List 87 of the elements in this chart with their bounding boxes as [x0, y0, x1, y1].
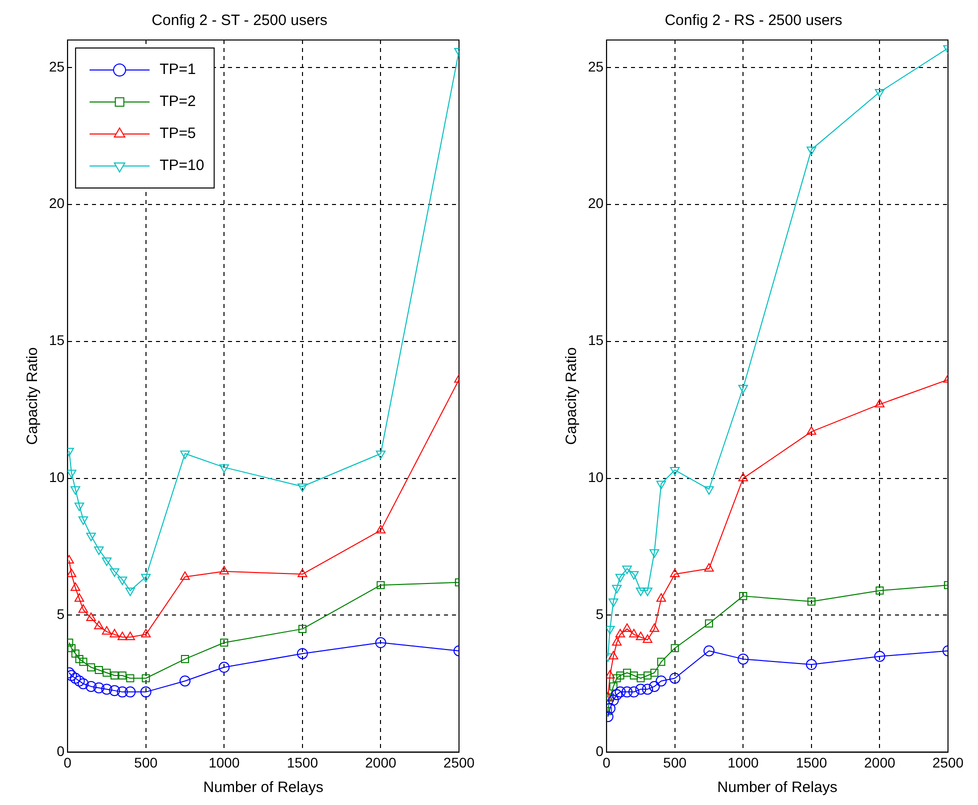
- y-tick-label: 15: [48, 332, 65, 348]
- chart-title: Config 2 - ST - 2500 users: [152, 12, 328, 30]
- point: [657, 658, 666, 666]
- point: [874, 650, 886, 662]
- point: [642, 634, 652, 643]
- point: [648, 680, 660, 692]
- y-tick-label: 5: [596, 606, 604, 622]
- point: [635, 684, 646, 695]
- x-tick-label: 2000: [365, 754, 396, 770]
- point: [611, 689, 622, 700]
- point: [622, 566, 632, 574]
- point: [622, 686, 633, 698]
- point: [615, 574, 626, 582]
- point: [612, 637, 622, 646]
- y-tick-label: 20: [588, 195, 604, 212]
- point: [670, 467, 680, 476]
- y-tick-label: 0: [56, 743, 65, 760]
- point: [636, 674, 645, 682]
- point: [612, 584, 622, 594]
- x-axis-title: Number of Relays: [717, 779, 838, 796]
- point: [629, 571, 639, 580]
- x-tick-label: 1500: [286, 754, 318, 770]
- y-tick-label: 0: [596, 743, 604, 760]
- point: [704, 563, 714, 572]
- x-tick-label: 2000: [864, 754, 896, 770]
- point: [614, 686, 626, 698]
- y-tick-label: 20: [48, 195, 65, 212]
- point: [738, 384, 748, 394]
- point: [670, 644, 679, 652]
- x-tick-label: 2500: [932, 754, 964, 770]
- point: [609, 682, 618, 690]
- point: [636, 632, 646, 640]
- point: [874, 89, 885, 98]
- point: [669, 672, 680, 684]
- point: [656, 593, 666, 602]
- point: [612, 674, 621, 682]
- x-axis-title: Number of Relays: [203, 779, 324, 796]
- point: [807, 598, 816, 606]
- x-tick-label: 1000: [728, 754, 759, 770]
- point: [628, 686, 640, 698]
- x-tick-label: 2500: [443, 754, 475, 770]
- point: [656, 675, 667, 686]
- point: [650, 623, 660, 632]
- point: [738, 654, 749, 665]
- legend-label: TP=10: [160, 157, 204, 174]
- point: [642, 684, 654, 695]
- legend-label: TP=5: [160, 125, 196, 142]
- point: [650, 549, 660, 558]
- chart-title: Config 2 - RS - 2500 users: [664, 12, 842, 30]
- point: [642, 588, 652, 596]
- point: [615, 628, 626, 638]
- legend-label: TP=2: [160, 93, 196, 110]
- point: [616, 671, 624, 680]
- point: [704, 619, 714, 628]
- point: [606, 626, 615, 634]
- point: [806, 659, 817, 670]
- point: [606, 670, 615, 678]
- point: [656, 480, 666, 490]
- point: [644, 671, 652, 680]
- y-tick-label: 5: [56, 606, 65, 622]
- point: [876, 586, 884, 595]
- point: [704, 645, 714, 656]
- point: [608, 598, 618, 608]
- legend-label: TP=1: [160, 61, 196, 78]
- y-tick-label: 25: [588, 58, 604, 74]
- y-axis-title: Capacity Ratio: [24, 347, 42, 445]
- x-tick-label: 1500: [796, 754, 828, 770]
- y-tick-label: 15: [588, 332, 604, 348]
- point: [650, 668, 658, 677]
- point: [623, 668, 632, 677]
- point: [670, 568, 680, 578]
- point: [629, 628, 639, 638]
- point: [630, 671, 638, 680]
- point: [704, 486, 714, 495]
- point: [636, 588, 646, 596]
- point: [608, 650, 618, 660]
- point: [608, 694, 619, 706]
- x-tick-label: 1000: [208, 754, 240, 770]
- point: [806, 146, 816, 156]
- y-tick-label: 10: [588, 469, 604, 486]
- y-tick-label: 25: [48, 58, 65, 74]
- x-tick-label: 500: [663, 754, 687, 770]
- point: [739, 592, 748, 600]
- x-tick-label: 500: [134, 754, 158, 770]
- y-tick-label: 10: [48, 469, 65, 486]
- y-axis-title: Capacity Ratio: [563, 347, 580, 445]
- point: [622, 623, 632, 632]
